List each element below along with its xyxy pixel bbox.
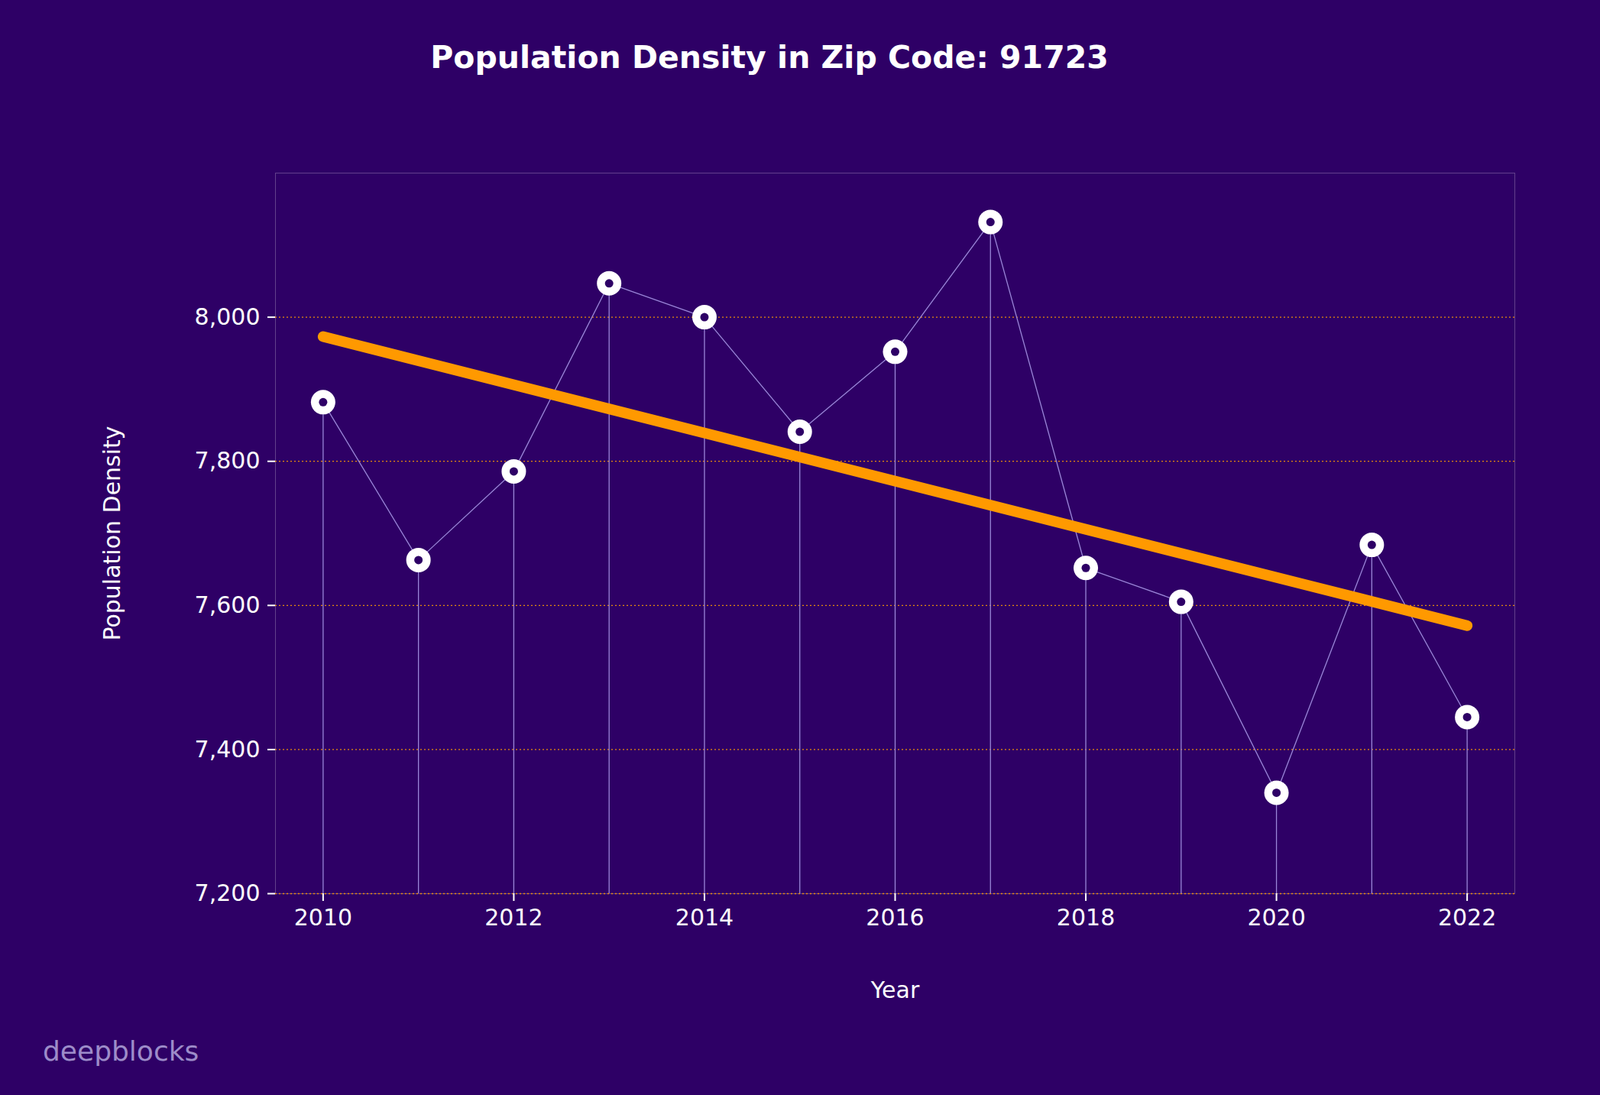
svg-text:7,800: 7,800 bbox=[194, 446, 261, 474]
svg-text:Year: Year bbox=[870, 976, 920, 1004]
svg-text:Population Density: Population Density bbox=[98, 425, 126, 641]
svg-text:7,400: 7,400 bbox=[194, 735, 261, 763]
html-text:deepblocks: deepblocks bbox=[42, 1035, 199, 1067]
html-text:Population Density in Zip Code: Population Density in Zip Code: 91723 bbox=[430, 38, 1109, 76]
svg-text:7,200: 7,200 bbox=[194, 879, 261, 907]
svg-text:2022: 2022 bbox=[1438, 903, 1497, 931]
svg-text:2018: 2018 bbox=[1056, 903, 1115, 931]
svg-text:2016: 2016 bbox=[865, 903, 924, 931]
svg-text:2010: 2010 bbox=[294, 903, 353, 931]
svg-text:7,600: 7,600 bbox=[194, 591, 261, 619]
svg-text:8,000: 8,000 bbox=[194, 303, 261, 331]
svg-text:2014: 2014 bbox=[675, 903, 734, 931]
svg-text:2020: 2020 bbox=[1246, 903, 1306, 931]
svg-text:2012: 2012 bbox=[484, 903, 543, 931]
